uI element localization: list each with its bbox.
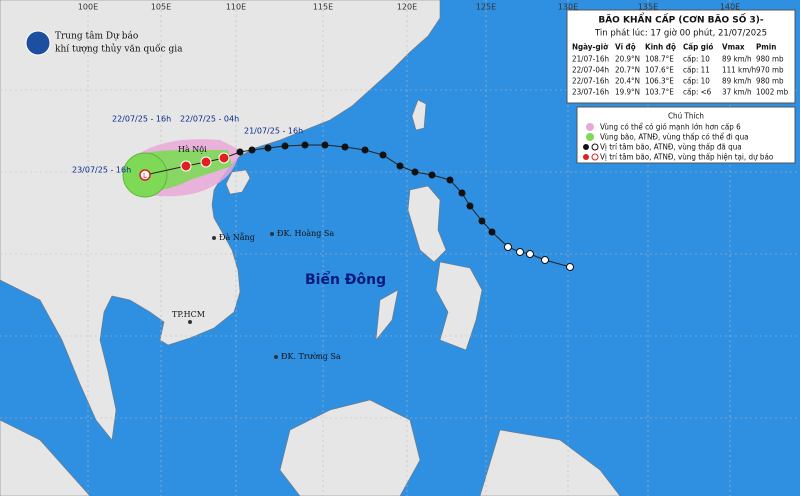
info-issued: Tin phát lúc: 17 giờ 00 phút, 21/07/2025 <box>594 28 767 39</box>
past-positions <box>236 141 574 271</box>
info-cell: cấp: 11 <box>683 65 710 75</box>
info-cell: 980 mb <box>756 55 784 64</box>
col-header: Kinh độ <box>645 43 676 52</box>
agency-header: Trung tâm Dự báo khí tượng thủy văn quốc… <box>25 30 183 56</box>
lon-label: 130E <box>558 3 578 12</box>
agency-line: Trung tâm Dự báo <box>55 31 138 42</box>
legend-title: Chú Thích <box>668 112 704 121</box>
col-header: Ngày-giờ <box>572 42 609 52</box>
place: Đà Nẵng <box>219 233 255 242</box>
col-header: Vĩ độ <box>615 43 636 52</box>
info-cell: 970 mb <box>756 66 784 75</box>
legend-item: Vị trí tâm bão, ATNĐ, vùng thấp hiện tại… <box>600 152 774 163</box>
info-cell: 23/07-16h <box>572 88 609 97</box>
legend-box: Chú Thích Vùng có thể có gió mạnh lớn hơ… <box>576 106 796 164</box>
info-cell: cấp: 10 <box>683 54 710 64</box>
place: ĐK. Hoàng Sa <box>277 229 334 238</box>
col-header: Cấp gió <box>683 42 713 52</box>
track-label: 21/07/25 - 16h <box>244 127 303 136</box>
info-cell: 37 km/h <box>722 88 752 97</box>
info-cell: 108.7°E <box>645 55 674 64</box>
legend-item: Vị trí tâm bão, ATNĐ, vùng thấp đã qua <box>600 142 742 153</box>
info-cell: 1002 mb <box>756 88 789 97</box>
lon-label: 105E <box>151 3 171 12</box>
info-title: BÃO KHẨN CẤP (CƠN BÃO SỐ 3)- <box>598 13 764 26</box>
info-cell: 21/07-16h <box>572 55 609 64</box>
forecast-positions: L <box>139 152 230 181</box>
lon-label: 120E <box>397 3 417 12</box>
lon-label: 125E <box>476 3 496 12</box>
info-cell: 20.9°N <box>615 55 640 64</box>
info-box: BÃO KHẨN CẤP (CƠN BÃO SỐ 3)- Tin phát lú… <box>566 9 796 104</box>
info-cell: 89 km/h <box>722 77 752 86</box>
track-label: 22/07/25 - 04h <box>180 115 239 124</box>
info-cell: 20.4°N <box>615 77 640 86</box>
place: TP.HCM <box>172 310 205 319</box>
lon-label: 110E <box>226 3 246 12</box>
info-cell: 89 km/h <box>722 55 752 64</box>
place: ĐK. Trường Sa <box>281 352 341 361</box>
lon-label: 135E <box>638 3 658 12</box>
place: Hà Nội <box>178 145 207 154</box>
land <box>0 0 621 496</box>
info-cell: 111 km/h <box>722 66 756 75</box>
lon-label: 115E <box>313 3 333 12</box>
agency-line: khí tượng thủy văn quốc gia <box>55 44 183 55</box>
info-cell: cấp: 10 <box>683 76 710 86</box>
info-cell: 20.7°N <box>615 66 640 75</box>
info-cell: cấp: <6 <box>683 87 712 97</box>
info-cell: 980 mb <box>756 77 784 86</box>
info-cell: 22/07-16h <box>572 77 609 86</box>
info-cell: 19.9°N <box>615 88 640 97</box>
info-cell: 103.7°E <box>645 88 674 97</box>
info-cell: 106.3°E <box>645 77 674 86</box>
track-label: 23/07/25 - 16h <box>72 166 131 175</box>
legend-item: Vùng bão, ATNĐ, vùng thấp có thể đi qua <box>600 132 749 142</box>
info-cell: 107.6°E <box>645 66 674 75</box>
svg-text:L: L <box>143 172 147 180</box>
lon-label: 140E <box>720 3 740 12</box>
col-header: Pmin <box>756 43 776 52</box>
info-cell: 22/07-04h <box>572 66 609 75</box>
sea-label: Biển Đông <box>305 271 386 288</box>
legend-item: Vùng có thể có gió mạnh lớn hơn cấp 6 <box>600 122 741 133</box>
lon-label: 100E <box>78 3 98 12</box>
col-header: Vmax <box>722 43 745 52</box>
track-label: 22/07/25 - 16h <box>112 115 171 124</box>
